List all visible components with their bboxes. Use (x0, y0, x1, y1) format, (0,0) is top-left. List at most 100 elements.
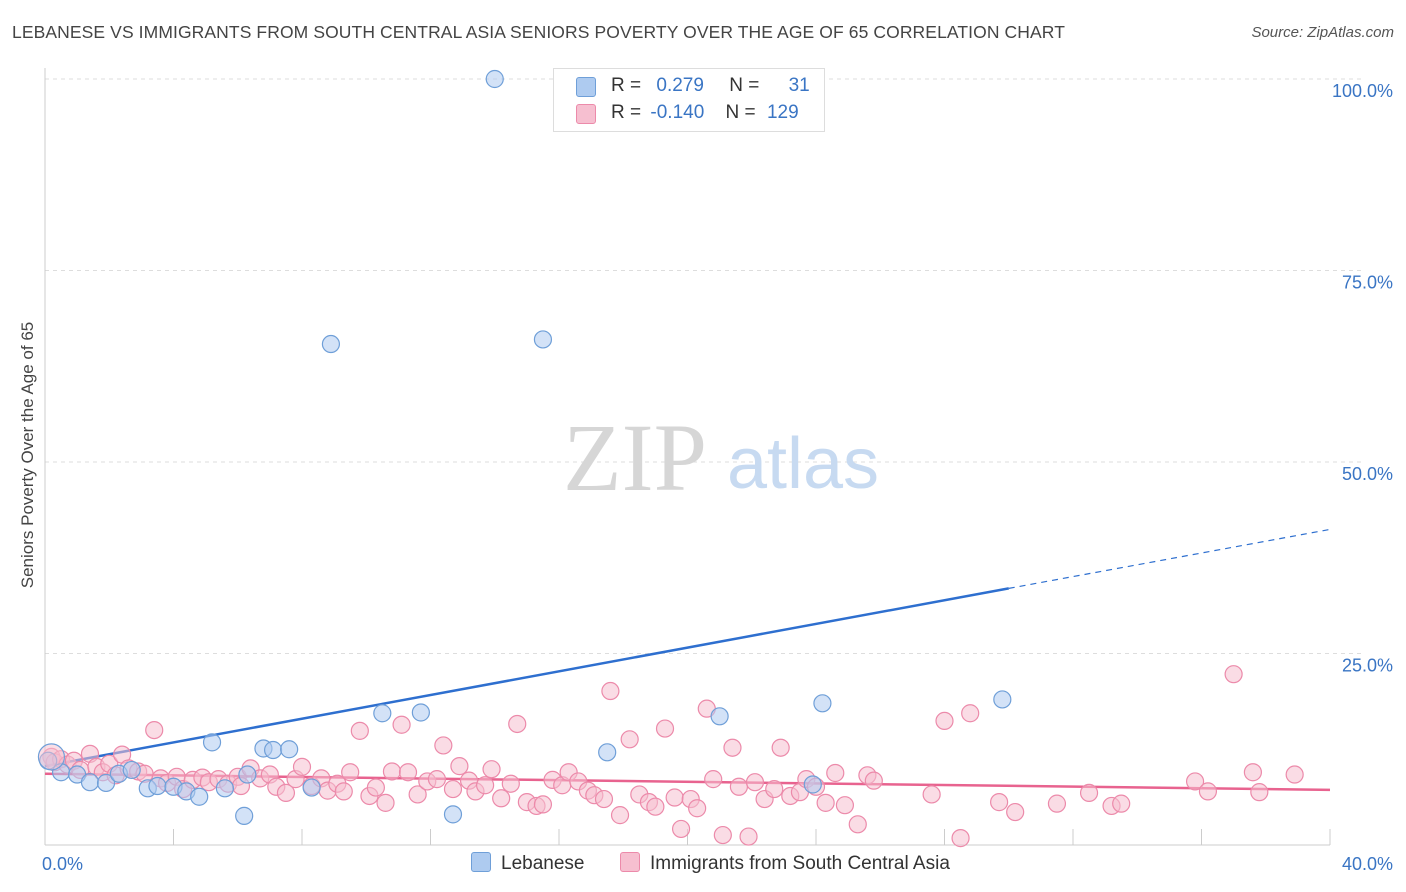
immigrants-point (276, 783, 296, 803)
trend-lines (44, 528, 1331, 792)
immigrants-point (704, 770, 723, 789)
immigrants-point (688, 799, 707, 818)
immigrants-point (723, 738, 742, 757)
immigrants-point (1224, 665, 1243, 684)
lebanese-point (993, 690, 1012, 709)
immigrants-point (508, 714, 527, 734)
immigrants-point (145, 720, 164, 740)
lebanese-point (148, 776, 167, 796)
lebanese-trend-extension (1008, 528, 1331, 589)
immigrants-point (392, 715, 411, 734)
lebanese-point (302, 778, 321, 797)
lebanese-point (803, 775, 822, 794)
lebanese-point (80, 773, 100, 792)
gridlines (45, 78, 1365, 654)
axes (44, 68, 1331, 846)
lebanese-point (598, 743, 617, 762)
x-tick-label: 40.0% (1342, 854, 1393, 874)
immigrants-point (961, 704, 980, 723)
immigrants-point (334, 782, 353, 801)
lebanese-point (190, 787, 209, 806)
immigrants-point (434, 736, 453, 755)
x-tick-label: 0.0% (42, 854, 83, 874)
immigrants-point (427, 770, 447, 789)
immigrants-point (408, 785, 427, 804)
y-tick-label: 50.0% (1342, 464, 1393, 484)
lebanese-point (238, 765, 257, 784)
immigrants-point (1243, 763, 1263, 782)
immigrants-point (665, 788, 684, 807)
immigrants-point (922, 785, 941, 804)
bottom-legend-lebanese: Lebanese (471, 852, 584, 875)
immigrants-point (864, 771, 883, 790)
data-points (37, 69, 1304, 848)
immigrants-point (935, 711, 954, 731)
chart-title: LEBANESE VS IMMIGRANTS FROM SOUTH CENTRA… (12, 22, 1065, 42)
immigrants-point (646, 797, 665, 816)
legend-swatch-pink (576, 104, 596, 124)
legend-n-value: 129 (766, 102, 799, 123)
y-tick-label: 75.0% (1342, 273, 1393, 293)
lebanese-point (321, 334, 341, 354)
immigrants-point (610, 806, 630, 825)
immigrants-point (765, 779, 784, 799)
immigrants-point (443, 779, 463, 799)
immigrants-point (533, 795, 553, 814)
legend-r-value: 0.279 (656, 75, 704, 96)
lebanese-point (122, 760, 141, 780)
immigrants-point (745, 773, 765, 792)
bottom-legend-swatch-blue (471, 852, 491, 872)
bottom-legend-swatch-pink (620, 852, 640, 872)
watermark-zip: ZIP (563, 404, 707, 511)
watermark-atlas: atlas (727, 424, 879, 504)
immigrants-point (492, 789, 511, 808)
immigrants-point (1047, 794, 1067, 813)
y-tick-label: 25.0% (1342, 656, 1393, 676)
immigrants-point (501, 774, 520, 793)
lebanese-point (443, 805, 463, 824)
lebanese-point (533, 330, 553, 349)
immigrants-point (382, 762, 402, 781)
immigrants-point (366, 778, 385, 797)
immigrants-point (826, 763, 845, 783)
immigrants-point (450, 757, 469, 776)
immigrants-point (771, 738, 790, 757)
immigrants-point (1112, 794, 1131, 813)
immigrants-point (482, 760, 501, 779)
immigrants-point (341, 763, 360, 782)
immigrants-point (1250, 783, 1269, 802)
immigrants-point (848, 815, 867, 834)
legend-n-label: N = (729, 75, 760, 96)
lebanese-point (411, 703, 430, 722)
legend-swatch-blue (576, 77, 596, 97)
immigrants-point (1079, 783, 1099, 803)
source-label: Source: ZipAtlas.com (1251, 24, 1394, 41)
bottom-legend-label: Lebanese (501, 853, 585, 874)
immigrants-point (655, 719, 675, 738)
lebanese-point (96, 773, 116, 793)
lebanese-point (373, 704, 392, 723)
immigrants-point (398, 763, 418, 782)
immigrants-point (739, 827, 758, 846)
lebanese-point (710, 707, 729, 726)
legend-r-value: -0.140 (650, 102, 705, 123)
lebanese-point (280, 740, 299, 759)
lebanese-point (215, 779, 234, 798)
immigrants-point (376, 793, 395, 812)
immigrants-point (594, 789, 614, 809)
immigrants-point (990, 793, 1009, 812)
immigrants-point (1185, 772, 1205, 791)
immigrants-point (816, 793, 835, 812)
watermark: ZIP atlas (563, 404, 879, 511)
lebanese-trend-line (44, 587, 1009, 768)
immigrants-point (292, 757, 312, 776)
immigrants-point (350, 721, 369, 740)
correlation-legend: R = 0.279 N = 31 R = -0.140 N = 129 (553, 68, 825, 132)
lebanese-point (813, 694, 832, 713)
lebanese-point (485, 69, 504, 89)
y-axis-label: Seniors Poverty Over the Age of 65 (18, 321, 37, 589)
immigrants-point (601, 681, 620, 701)
immigrants-point (835, 796, 855, 815)
tick-labels: 25.0% 50.0% 75.0% 100.0% 0.0% 40.0% (42, 81, 1393, 874)
immigrants-point (476, 776, 495, 795)
